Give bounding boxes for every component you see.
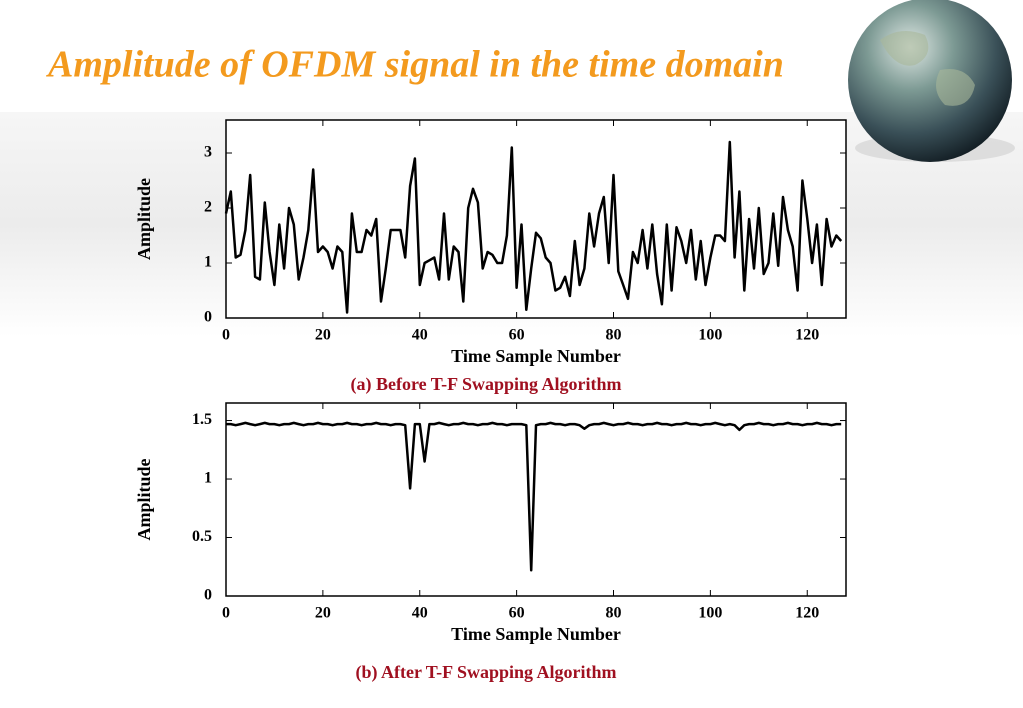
x-tick-label: 20 [315,327,331,344]
globe [848,0,1012,162]
globe-land [880,31,975,106]
x-tick-label: 80 [606,605,622,622]
x-tick-label: 120 [795,327,819,344]
y-tick-label: 1.5 [192,411,212,428]
plot-area [225,119,847,319]
x-tick-label: 20 [315,605,331,622]
x-axis-label: Time Sample Number [451,346,621,366]
x-tick-label: 60 [509,605,525,622]
y-tick-label: 3 [204,144,212,161]
x-tick-label: 80 [606,327,622,344]
y-tick-label: 0.5 [192,528,212,545]
x-axis-label: Time Sample Number [451,624,621,644]
x-tick-label: 40 [412,327,428,344]
x-tick-label: 0 [222,327,230,344]
x-tick-label: 120 [795,605,819,622]
x-tick-label: 100 [698,327,722,344]
slide-title: Amplitude of OFDM signal in the time dom… [46,44,784,86]
x-tick-label: 60 [509,327,525,344]
y-tick-label: 0 [204,309,212,326]
x-tick-label: 100 [698,605,722,622]
y-axis-label: Amplitude [134,458,154,540]
data-line [224,140,843,314]
y-axis-label: Amplitude [134,178,154,260]
x-tick-label: 0 [222,605,230,622]
y-tick-label: 2 [204,199,212,216]
x-tick-label: 40 [412,605,428,622]
y-tick-label: 0 [204,587,212,604]
caption: (a) Before T-F Swapping Algorithm [350,374,621,395]
y-tick-label: 1 [204,254,212,271]
y-tick-label: 1 [204,470,212,487]
caption: (b) After T-F Swapping Algorithm [355,662,616,683]
data-line [226,421,842,572]
